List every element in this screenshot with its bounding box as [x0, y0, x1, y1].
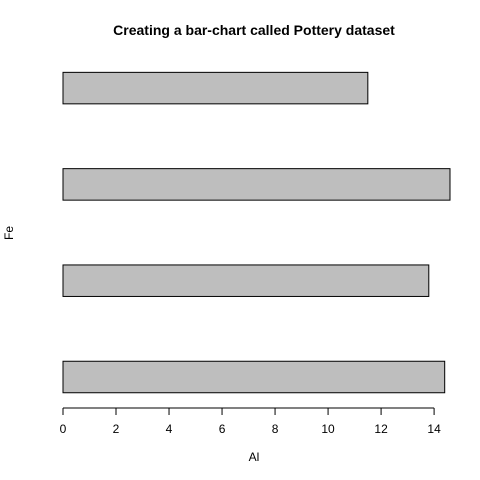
y-axis-label: Fe [2, 226, 16, 240]
chart-title: Creating a bar-chart called Pottery data… [113, 22, 395, 38]
x-axis-label: Al [249, 450, 260, 464]
x-tick-label: 4 [166, 422, 173, 436]
bar-4 [62, 71, 369, 105]
bar-2 [62, 264, 430, 297]
bar-3 [62, 168, 451, 201]
x-tick-label: 6 [219, 422, 226, 436]
x-axis: 0 2 4 6 8 10 12 14 [60, 407, 441, 436]
x-tick-label: 2 [113, 422, 120, 436]
bar-1 [62, 360, 446, 394]
x-tick-label: 12 [374, 422, 388, 436]
x-tick-label: 0 [60, 422, 67, 436]
x-tick-label: 8 [272, 422, 279, 436]
x-tick-label: 14 [427, 422, 441, 436]
bars-group [62, 71, 451, 394]
x-tick-label: 10 [321, 422, 335, 436]
